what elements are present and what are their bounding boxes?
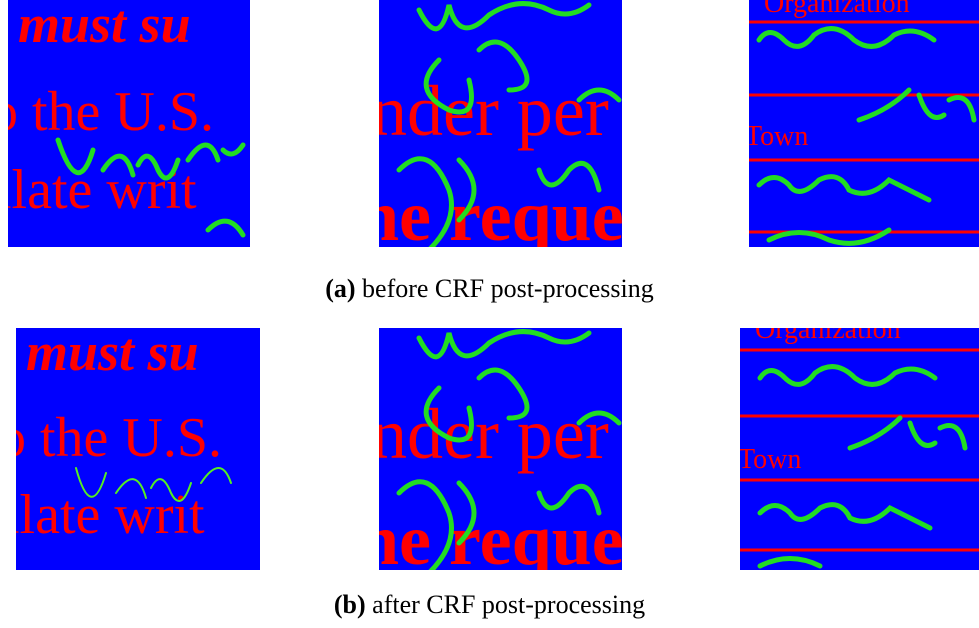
printed-text: Town xyxy=(749,121,808,152)
caption-text: before CRF post-processing xyxy=(362,274,654,303)
segmentation-image: nder per he reque xyxy=(379,328,622,570)
printed-text: o the U.S. xyxy=(8,81,214,143)
printed-text: nder per xyxy=(379,394,609,474)
printed-text: Organization xyxy=(764,0,910,19)
printed-text: Organization xyxy=(755,328,901,345)
segmentation-image: Organization Town xyxy=(740,328,979,570)
panel: nder per he reque xyxy=(379,328,622,570)
segmentation-image: nder per he reque xyxy=(379,0,622,247)
caption-label: (b) xyxy=(333,590,366,619)
panel: Organization Town xyxy=(749,0,979,247)
printed-text: ilate writ xyxy=(16,484,205,546)
panel: nder per he reque xyxy=(379,0,622,247)
caption: (a) before CRF post-processing xyxy=(0,274,979,304)
printed-text: nder per xyxy=(379,71,609,151)
printed-text: must su xyxy=(18,0,191,54)
caption: (b) after CRF post-processing xyxy=(0,590,979,620)
panel: Organization Town xyxy=(740,328,979,570)
printed-text: he reque xyxy=(379,500,622,570)
segmentation-image: Organization Town xyxy=(749,0,979,247)
caption-label: (a) xyxy=(325,274,356,303)
printed-text: must su xyxy=(26,328,199,382)
printed-text: o the U.S. xyxy=(16,407,222,469)
panel: must su o the U.S. ilate writ xyxy=(8,0,250,247)
segmentation-image: must su o the U.S. ilate writ xyxy=(8,0,250,247)
printed-text: he reque xyxy=(379,176,622,247)
caption-text: after CRF post-processing xyxy=(372,590,646,619)
printed-text: Town xyxy=(740,444,801,475)
segmentation-image: must su o the U.S. ilate writ xyxy=(16,328,260,570)
panel: must su o the U.S. ilate writ xyxy=(16,328,260,570)
